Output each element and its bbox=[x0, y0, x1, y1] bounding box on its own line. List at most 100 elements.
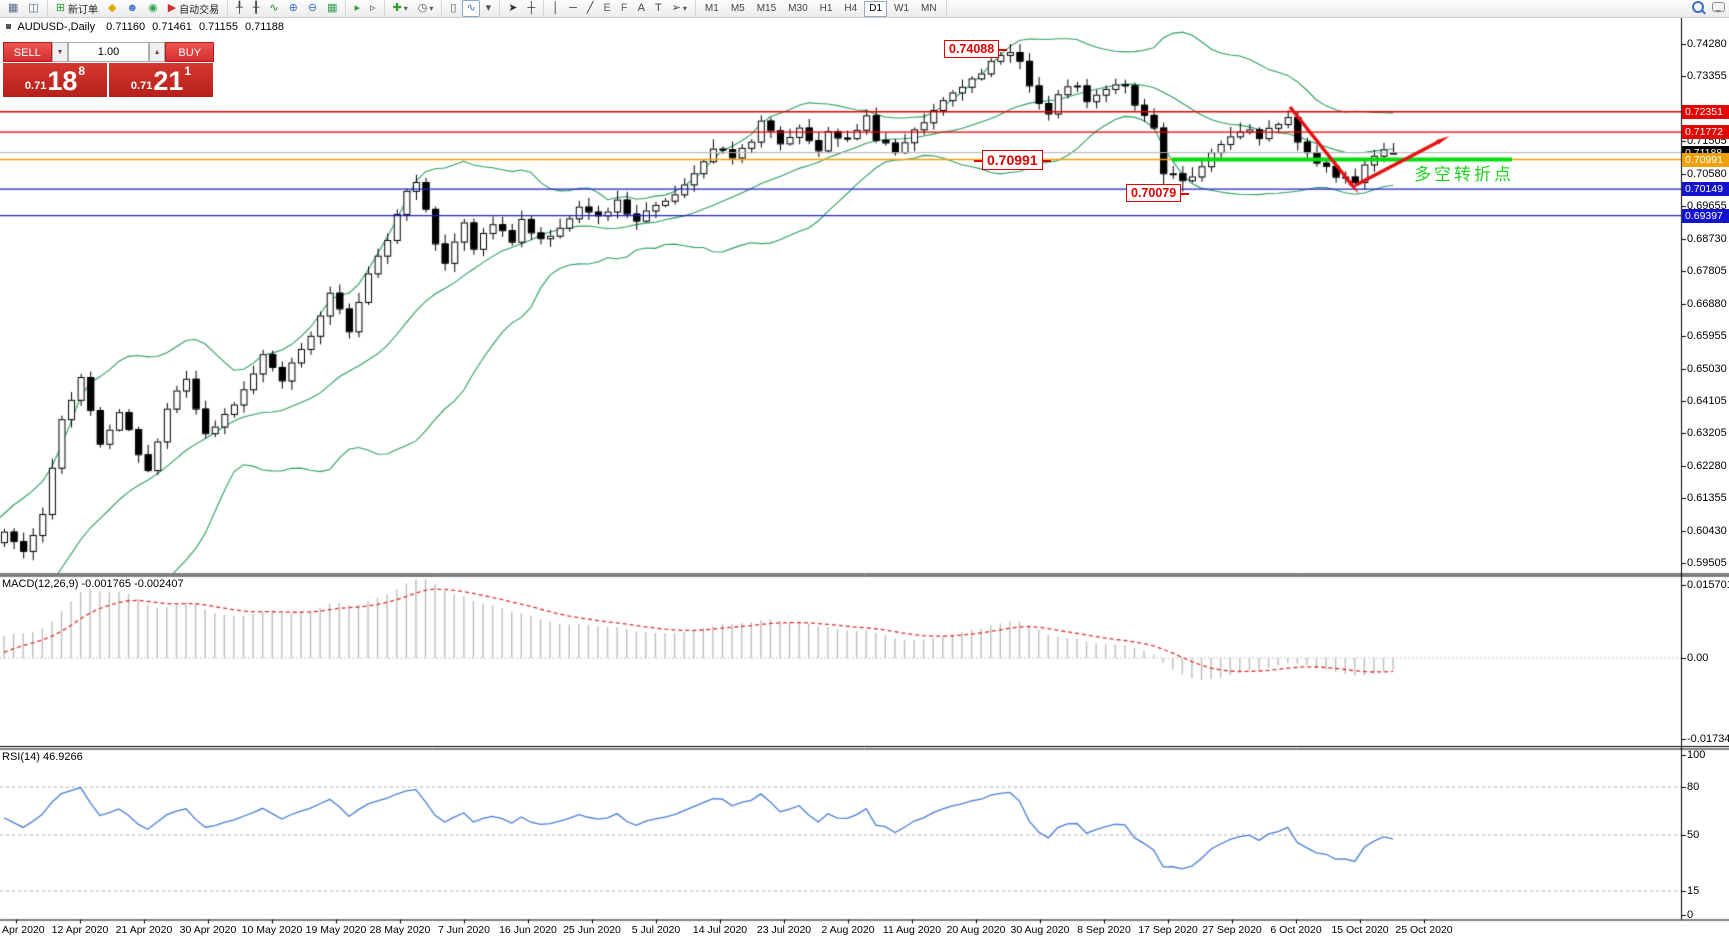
pivot-point-text[interactable]: 多空转折点 bbox=[1414, 165, 1514, 184]
date-axis-label: 8 Sep 2020 bbox=[1077, 924, 1131, 936]
timeframe-button-MN[interactable]: MN bbox=[921, 2, 937, 14]
volume-down-button[interactable]: ▼ bbox=[51, 42, 69, 62]
objects-list-icon: ∿ bbox=[269, 2, 279, 14]
equidistant-channel-icon: E bbox=[603, 2, 611, 14]
zoom-out-icon[interactable]: ⊖ bbox=[304, 0, 321, 17]
period-selector-icon[interactable]: ◷ ▾ bbox=[414, 0, 438, 17]
buy-button[interactable]: BUY bbox=[165, 42, 214, 62]
cursor-icon: ➤ bbox=[508, 2, 518, 14]
toolbar-group: ▦ ◫ bbox=[0, 0, 48, 17]
timeframe-button-M30[interactable]: M30 bbox=[788, 2, 808, 14]
add-indicator-icon-dropdown[interactable]: ▾ bbox=[403, 4, 408, 13]
chart-mode-dropdown-icon[interactable]: ▾ bbox=[482, 0, 496, 17]
date-axis-label: 16 Jun 2020 bbox=[499, 924, 557, 936]
macd-axis-tick: 0.00 bbox=[1687, 652, 1709, 664]
autotrading-button-label: 自动交易 bbox=[179, 5, 220, 16]
period-selector-icon-dropdown[interactable]: ▾ bbox=[429, 4, 434, 13]
macd-axis-tick: 0.015701 bbox=[1687, 578, 1729, 591]
label-icon[interactable]: T bbox=[651, 0, 666, 17]
period-window-icon[interactable]: ╂ bbox=[249, 0, 264, 17]
symbol-bullet-icon bbox=[6, 24, 11, 29]
price-axis-tick: 0.68730 bbox=[1687, 232, 1727, 245]
annotation-high-0.74088[interactable]: 0.74088 bbox=[944, 40, 1008, 58]
date-axis-label: 12 Apr 2020 bbox=[51, 924, 109, 936]
date-axis-label: 30 Apr 2020 bbox=[179, 924, 237, 936]
date-axis-label: 17 Sep 2020 bbox=[1138, 924, 1198, 936]
search-icon[interactable] bbox=[1692, 1, 1704, 13]
tile-windows-icon[interactable]: ▦ bbox=[323, 0, 341, 17]
objects-list-icon[interactable]: ∿ bbox=[265, 0, 282, 17]
timeframe-button-W1[interactable]: W1 bbox=[894, 2, 910, 14]
timeframe-button-M15[interactable]: M15 bbox=[756, 2, 777, 14]
buy-price[interactable]: 0.71 21 1 bbox=[109, 63, 213, 97]
date-axis-label: 14 Jul 2020 bbox=[692, 924, 748, 936]
date-axis-label: Apr 2020 bbox=[2, 924, 45, 936]
toolbar-group: ➤ ┼ bbox=[500, 0, 545, 17]
volume-input[interactable]: 1.00 bbox=[68, 42, 149, 62]
add-indicator-icon[interactable]: ✚ ▾ bbox=[389, 0, 412, 17]
cursor-icon[interactable]: ➤ bbox=[504, 0, 521, 17]
new-order-button[interactable]: ⊞ 新订单 bbox=[52, 0, 102, 17]
rsi-axis-tick: 100 bbox=[1687, 749, 1706, 761]
price-axis-tick: 0.63205 bbox=[1687, 427, 1727, 440]
add-indicator-icon: ✚ bbox=[392, 2, 402, 14]
text-icon[interactable]: A bbox=[634, 0, 649, 17]
price-axis-badge-0.69397: 0.69397 bbox=[1682, 208, 1729, 223]
date-axis-label: 2 Aug 2020 bbox=[821, 924, 875, 936]
rsi-label: RSI(14) 46.9266 bbox=[2, 751, 83, 763]
new-chart-icon[interactable]: ▦ bbox=[4, 0, 22, 17]
price-axis-badge-0.70991: 0.70991 bbox=[1682, 152, 1729, 167]
signals-icon[interactable]: ◉ bbox=[144, 0, 162, 17]
price-axis-tick: 0.61355 bbox=[1687, 492, 1727, 505]
price-axis-tick: 0.59505 bbox=[1687, 557, 1727, 570]
chart-bars-icon[interactable]: ▯ bbox=[446, 0, 460, 17]
buy-price-point: 1 bbox=[184, 64, 192, 78]
market-icon[interactable]: ☻ bbox=[123, 0, 143, 17]
arrows-icon: ➢ bbox=[671, 2, 681, 14]
zoom-in-icon[interactable]: ⊕ bbox=[285, 0, 302, 17]
metaeditor-icon[interactable]: ◆ bbox=[104, 0, 120, 17]
rsi-axis-tick: 50 bbox=[1687, 829, 1700, 841]
chart-profiles-icon[interactable]: ◫ bbox=[24, 0, 42, 17]
chart-line-mode-icon[interactable]: ∿ bbox=[462, 0, 480, 17]
timeframe-button-D1[interactable]: D1 bbox=[864, 0, 888, 17]
arrows-icon-dropdown[interactable]: ▾ bbox=[682, 4, 687, 13]
indicator-window-icon[interactable]: ╀ bbox=[232, 0, 247, 17]
macd-axis-tick: -0.017346 bbox=[1687, 733, 1729, 746]
ohlc-open: 0.71160 bbox=[106, 21, 146, 33]
auto-scroll-icon[interactable]: ▸ bbox=[350, 0, 364, 17]
chat-icon[interactable] bbox=[1712, 2, 1725, 13]
equidistant-channel-icon[interactable]: E bbox=[600, 0, 615, 17]
sell-price[interactable]: 0.71 18 8 bbox=[3, 63, 107, 97]
period-window-icon: ╂ bbox=[252, 2, 260, 14]
horizontal-line-icon[interactable]: ─ bbox=[565, 0, 581, 17]
toolbar-group: │ ─ ╱ E F A T ➢ ▾ bbox=[544, 0, 696, 17]
date-axis-label: 30 Aug 2020 bbox=[1010, 924, 1070, 936]
annotation-low-0.70079[interactable]: 0.70079 bbox=[1126, 184, 1190, 202]
volume-up-button[interactable]: ▲ bbox=[148, 42, 166, 62]
timeframe-button-H4[interactable]: H4 bbox=[844, 2, 858, 14]
fibonacci-icon[interactable]: F bbox=[617, 0, 632, 17]
text-icon: A bbox=[637, 2, 645, 14]
arrows-icon[interactable]: ➢ ▾ bbox=[668, 0, 691, 17]
timeframe-button-M5[interactable]: M5 bbox=[730, 2, 745, 14]
chart-bars-icon: ▯ bbox=[450, 2, 457, 14]
vertical-line-icon[interactable]: │ bbox=[548, 0, 563, 17]
price-axis-tick: 0.73355 bbox=[1687, 70, 1727, 83]
timeframe-button-M1[interactable]: M1 bbox=[704, 2, 719, 14]
timeframe-button-H1[interactable]: H1 bbox=[819, 2, 833, 14]
chart-shift-icon[interactable]: ▹ bbox=[366, 0, 380, 17]
ohlc-low: 0.71155 bbox=[198, 21, 238, 33]
autotrading-button[interactable]: ▶ 自动交易 bbox=[164, 0, 223, 17]
trendline-icon[interactable]: ╱ bbox=[583, 0, 598, 17]
signals-icon: ◉ bbox=[148, 2, 158, 14]
crosshair-icon[interactable]: ┼ bbox=[523, 0, 539, 17]
annotation-support-0.70991[interactable]: 0.70991 bbox=[974, 150, 1051, 170]
toolbar-right bbox=[1692, 1, 1725, 13]
ohlc-high: 0.71461 bbox=[152, 21, 192, 33]
chart-mode-dropdown-icon: ▾ bbox=[485, 2, 492, 14]
vertical-line-icon: │ bbox=[552, 2, 560, 14]
sell-button[interactable]: SELL bbox=[3, 42, 52, 62]
date-axis-label: 11 Aug 2020 bbox=[882, 924, 942, 936]
